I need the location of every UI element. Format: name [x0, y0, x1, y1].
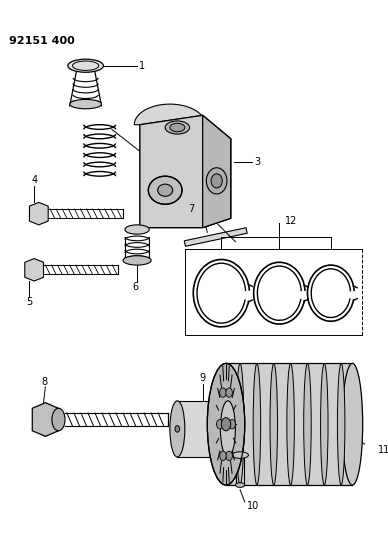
Ellipse shape [211, 174, 222, 188]
Polygon shape [134, 104, 205, 125]
Ellipse shape [232, 452, 248, 458]
Text: 7: 7 [189, 204, 195, 214]
Text: 5: 5 [27, 296, 33, 306]
Text: 8: 8 [42, 377, 48, 387]
Text: 6: 6 [132, 281, 139, 292]
Ellipse shape [226, 388, 232, 397]
Ellipse shape [217, 419, 223, 429]
Ellipse shape [165, 121, 189, 134]
Polygon shape [203, 115, 231, 228]
Text: 11: 11 [378, 446, 388, 455]
Ellipse shape [158, 184, 173, 196]
Text: 2: 2 [144, 151, 150, 160]
Ellipse shape [320, 364, 328, 485]
Polygon shape [29, 203, 48, 225]
Ellipse shape [229, 419, 236, 429]
Polygon shape [32, 403, 59, 437]
Ellipse shape [304, 364, 311, 485]
Polygon shape [140, 115, 231, 228]
Text: 10: 10 [247, 500, 259, 511]
Ellipse shape [170, 123, 185, 132]
Ellipse shape [70, 100, 102, 109]
Ellipse shape [123, 256, 151, 265]
Ellipse shape [338, 364, 345, 485]
Ellipse shape [236, 483, 245, 487]
Ellipse shape [342, 364, 363, 485]
Ellipse shape [220, 451, 226, 461]
Text: 92151 400: 92151 400 [9, 36, 74, 46]
Ellipse shape [220, 388, 226, 397]
Text: 3: 3 [254, 157, 260, 167]
Ellipse shape [52, 408, 65, 431]
Text: 1: 1 [139, 61, 145, 71]
Ellipse shape [226, 451, 232, 461]
Ellipse shape [175, 426, 180, 432]
Ellipse shape [287, 364, 294, 485]
Polygon shape [140, 115, 231, 228]
Ellipse shape [170, 401, 185, 457]
Ellipse shape [207, 364, 245, 485]
Ellipse shape [221, 418, 231, 431]
Polygon shape [25, 259, 43, 281]
Ellipse shape [206, 168, 227, 194]
Polygon shape [226, 364, 352, 485]
Polygon shape [184, 228, 247, 246]
Ellipse shape [220, 401, 236, 457]
Ellipse shape [125, 225, 149, 234]
Text: 9: 9 [200, 373, 206, 383]
Polygon shape [177, 401, 228, 457]
Text: 12: 12 [285, 216, 297, 226]
Text: 4: 4 [31, 175, 38, 185]
Ellipse shape [236, 364, 244, 485]
Ellipse shape [148, 176, 182, 204]
Ellipse shape [68, 59, 104, 72]
Ellipse shape [253, 364, 261, 485]
Ellipse shape [270, 364, 277, 485]
